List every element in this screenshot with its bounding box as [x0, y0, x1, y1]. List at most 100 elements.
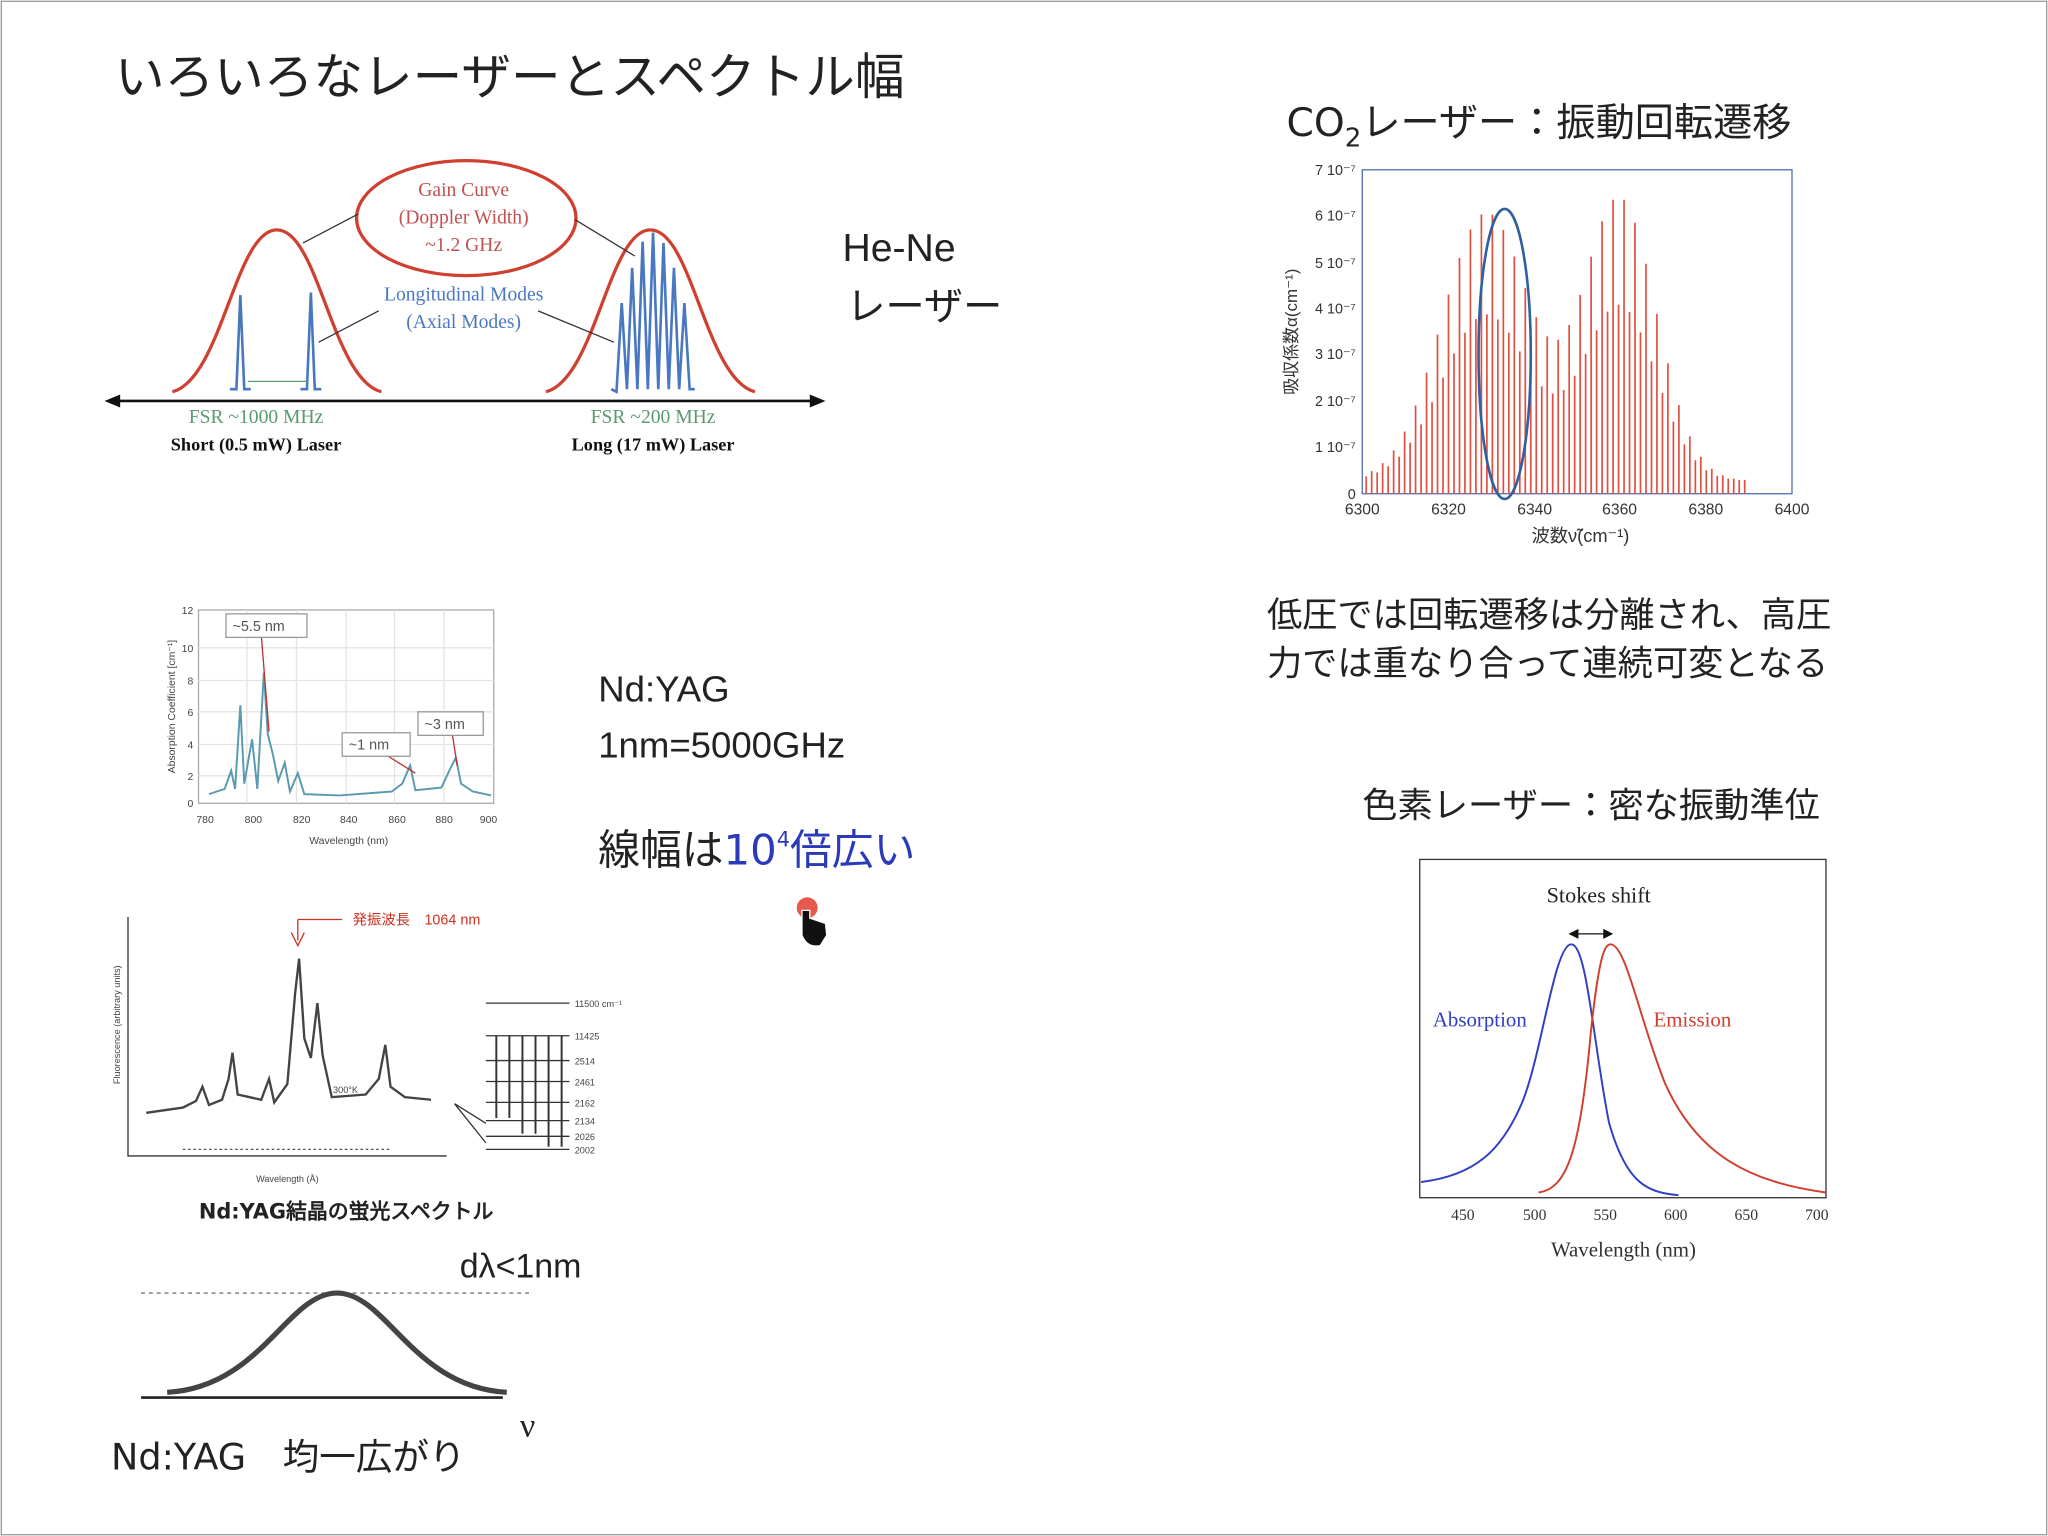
- axes: [127, 916, 447, 1157]
- spectrum: [1365, 199, 1746, 494]
- tick-label: 5 10⁻⁷: [1315, 256, 1356, 272]
- tick-label: 4: [187, 740, 193, 751]
- note: 低圧では回転遷移は分離され、高圧: [1267, 595, 1831, 636]
- annotation: 発振波長 1064 nm: [353, 912, 481, 929]
- text: レーザー：振動回転遷移: [1361, 101, 1791, 146]
- label: Emission: [1654, 1008, 1732, 1032]
- he-ne-figure: Gain Curve (Doppler Width) ~1.2 GHz Long…: [104, 159, 826, 456]
- transitions: [495, 1035, 563, 1147]
- tick-label: 820: [293, 815, 311, 826]
- modes: [229, 292, 322, 391]
- stokes-arrow: [1568, 928, 1614, 939]
- axis-label: 波数ν̃(cm⁻¹): [1531, 525, 1629, 546]
- axis-label: 吸収係数α(cm⁻¹): [1282, 269, 1301, 395]
- label: 線幅は104倍広い: [598, 826, 915, 875]
- cursor-hand: [801, 909, 828, 947]
- spectrum: [146, 958, 432, 1114]
- tick-label: 1 10⁻⁷: [1315, 440, 1356, 456]
- modes: [610, 232, 695, 394]
- caption: Nd:YAG 均一広がり: [111, 1435, 465, 1478]
- subscript: 2: [1345, 123, 1362, 153]
- label: dλ<1nm: [460, 1247, 582, 1285]
- annotation-box: [225, 613, 308, 639]
- label: Longitudinal Modes: [384, 284, 543, 305]
- plot-frame: [1361, 169, 1793, 495]
- pointer-lines: [302, 213, 636, 343]
- axis-label: Wavelength (nm): [1551, 1237, 1696, 1261]
- label: ~1.2 GHz: [425, 235, 502, 256]
- dye-figure: Stokes shift Absorption Emission 450 500…: [1419, 858, 1829, 1261]
- tick-label: 880: [435, 815, 453, 826]
- tick-label: 0: [187, 799, 193, 810]
- annotation: ~3 nm: [424, 717, 464, 733]
- text: CO: [1287, 101, 1345, 146]
- tick-label: 6 10⁻⁷: [1315, 209, 1356, 225]
- label: (Axial Modes): [406, 312, 521, 333]
- note: 力では重なり合って連続可変となる: [1267, 643, 1828, 684]
- level-label: 2026: [575, 1132, 595, 1142]
- tick-label: 600: [1664, 1207, 1688, 1224]
- label: Gain Curve: [418, 180, 509, 201]
- emission-curve: [1538, 943, 1827, 1194]
- label: He-Ne: [842, 227, 955, 270]
- label: FSR ~1000 MHz: [189, 407, 324, 428]
- tick-label: 2: [187, 772, 193, 783]
- label: Absorption: [1433, 1008, 1528, 1032]
- label: ν: [520, 1408, 535, 1445]
- absorption-curve: [1420, 943, 1679, 1197]
- tick-label: 6360: [1602, 502, 1637, 519]
- tick-label: 12: [182, 606, 194, 617]
- tick-label: 10: [182, 644, 194, 655]
- tick-label: 780: [196, 815, 214, 826]
- level-lines: [454, 1002, 570, 1151]
- title: いろいろなレーザーとスペクトル幅: [115, 48, 905, 106]
- level-label: 11425: [575, 1032, 600, 1042]
- axis-label: Wavelength (Å): [256, 1174, 319, 1184]
- nd-yag-fluorescence: 発振波長 1064 nm 300°K Wavelength (Å) Fluore…: [112, 912, 493, 1224]
- tick-label: 840: [340, 815, 358, 826]
- label: Nd:YAG: [598, 668, 729, 709]
- heading: 色素レーザー：密な振動準位: [1362, 786, 1820, 827]
- tick-label: 900: [480, 815, 498, 826]
- tick-label: 700: [1805, 1207, 1829, 1224]
- heading: CO2レーザー：振動回転遷移: [1287, 101, 1792, 153]
- tick-label: 6320: [1431, 502, 1466, 519]
- annotation-box: [341, 732, 411, 757]
- co2-figure: 0 1 10⁻⁷ 2 10⁻⁷ 3 10⁻⁷ 4 10⁻⁷ 5 10⁻⁷ 6 1…: [1282, 163, 1810, 546]
- gain-curve: [545, 228, 756, 394]
- text: 10: [724, 826, 777, 875]
- plot-frame: [1419, 858, 1827, 1199]
- tick-label: 6380: [1688, 502, 1723, 519]
- axis-label: Wavelength (nm): [309, 836, 388, 847]
- tick-label: 860: [388, 815, 406, 826]
- label: レーザー: [846, 285, 1002, 330]
- tick-label: 650: [1735, 1207, 1759, 1224]
- tick-label: 3 10⁻⁷: [1315, 347, 1356, 363]
- curve: [167, 1290, 507, 1395]
- label: Stokes shift: [1547, 883, 1652, 908]
- cursor: [796, 897, 828, 947]
- gain-ellipse: [354, 159, 578, 278]
- lineshape: dλ<1nm ν Nd:YAG 均一広がり: [111, 1247, 581, 1478]
- tick-label: 7 10⁻⁷: [1315, 163, 1356, 179]
- label: 1nm=5000GHz: [598, 725, 845, 766]
- annotation: ~1 nm: [349, 738, 389, 754]
- nd-yag-absorption: ~5.5 nm ~1 nm ~3 nm 0 2 4 6 8 10 12 780 …: [167, 606, 497, 847]
- spectrum-lines: [1365, 199, 1746, 494]
- tick-label: 8: [187, 676, 193, 687]
- tick-label: 500: [1523, 1207, 1547, 1224]
- tick-label: 800: [245, 815, 263, 826]
- tick-label: 6: [187, 708, 193, 719]
- tick-label: 6300: [1345, 502, 1380, 519]
- level-label: 2514: [575, 1056, 595, 1066]
- label: FSR ~200 MHz: [591, 407, 716, 428]
- tick-label: 2 10⁻⁷: [1315, 394, 1356, 410]
- text: 倍広い: [790, 826, 915, 875]
- tick-label: 450: [1451, 1207, 1475, 1224]
- spectrum: [208, 672, 492, 797]
- level-label: 2461: [575, 1077, 595, 1087]
- pointer: [290, 918, 343, 948]
- label: Long (17 mW) Laser: [572, 435, 735, 456]
